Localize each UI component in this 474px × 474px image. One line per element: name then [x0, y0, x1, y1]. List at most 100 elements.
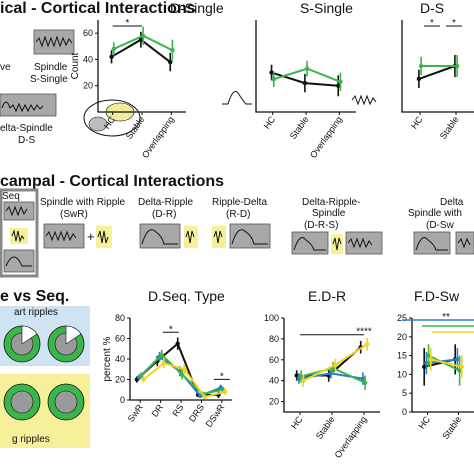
chart-6: F.D-Sw 0 5 10 15 20 25 HC Stable ** [397, 288, 474, 441]
spindle-label: Spindle [34, 62, 68, 73]
event-4-name: Delta-Ripple-Spindle [302, 197, 360, 219]
seq-label: Seq [2, 191, 20, 202]
event-4-spindle-trace [347, 237, 373, 249]
event-2-abbr: (D-R) [152, 209, 176, 220]
x-tick-label: HC [409, 114, 425, 131]
event-3-name: Ripple-Delta [212, 197, 267, 208]
data-point [428, 357, 433, 362]
y-tick-label: 0 [402, 407, 407, 417]
data-point [360, 376, 366, 381]
chart-6-title: F.D-Sw [414, 288, 460, 304]
series-line [430, 358, 463, 368]
y-tick-label: 20 [269, 397, 279, 407]
data-point [269, 70, 274, 75]
x-tick-label: HC [289, 414, 305, 431]
data-point [298, 374, 304, 379]
data-point [271, 76, 276, 82]
data-point [455, 357, 460, 362]
event-4-delta-trace [293, 237, 326, 251]
data-point [139, 373, 144, 378]
data-point [202, 394, 207, 400]
chart-3: D-S HC Stable * * [401, 0, 474, 141]
event-1-abbr: (SwR) [60, 209, 88, 220]
bottom-left-donuts: art ripples g ripples [0, 306, 90, 448]
data-point [333, 362, 338, 368]
x-tick-label: Overlapping [333, 414, 369, 459]
event-4-ripple-trace [332, 237, 342, 251]
y-tick-label: 15 [397, 351, 407, 361]
wave-label: ve [0, 62, 11, 73]
chart-3-axes [401, 20, 474, 113]
event-5-abbr: (D-Sw [426, 220, 455, 231]
spindle-trace [35, 35, 73, 48]
data-point [424, 360, 429, 366]
data-point [304, 66, 310, 71]
data-point [418, 63, 424, 69]
y-tick-label: 40 [269, 376, 279, 386]
significance-marker: * [220, 371, 224, 382]
data-point [426, 353, 431, 358]
x-tick-label: DR [150, 402, 166, 419]
x-tick-label: SwR [126, 402, 145, 424]
label-end-ripples: g ripples [12, 434, 50, 445]
chart-3-title: D-S [420, 0, 444, 16]
delta-spindle-trace [1, 101, 44, 113]
data-point [179, 372, 185, 377]
data-point [459, 364, 464, 370]
data-point [365, 341, 370, 347]
x-tick-label: DRS [187, 402, 206, 423]
event-1-name: Spindle with Ripple [40, 197, 125, 208]
delta-spindle-trace-box [0, 93, 57, 117]
chart-5-title: E.D-R [308, 288, 346, 304]
chart-2-axes [255, 20, 356, 113]
inset-spindle-trace [351, 94, 377, 106]
inset-delta-trace [222, 91, 252, 105]
sequence-schematics: Seq Spindle with Ripple (SwR) + Delta-Ri… [0, 188, 474, 278]
s-single-label: S-Single [30, 74, 68, 85]
x-tick-label: Stable [288, 114, 311, 141]
y-tick-label: 10 [397, 369, 407, 379]
donut-1-wedge [21, 325, 38, 345]
significance-marker: ** [442, 312, 450, 323]
event-5-spindle-trace [457, 237, 471, 249]
data-point [168, 59, 173, 65]
data-point [301, 378, 306, 383]
event-4-ripple-box [331, 234, 343, 254]
y-tick-label: 40 [83, 54, 93, 64]
section-title-bottom-left: e vs Seq. [0, 288, 69, 305]
x-tick-label: HC [262, 114, 278, 131]
data-point [170, 48, 175, 53]
data-point [336, 83, 341, 88]
chart-1-axes [97, 20, 186, 113]
y-tick-label: 20 [115, 375, 125, 385]
seq-spindle-trace [5, 205, 28, 217]
data-point [140, 33, 146, 38]
data-point [109, 54, 114, 59]
significance-marker: **** [356, 327, 372, 338]
x-tick-label: RS [170, 402, 185, 418]
donut-2-wedge [65, 325, 82, 345]
data-point [294, 373, 299, 378]
y-tick-label: 5 [402, 388, 407, 398]
section-title-mid: campal - Cortical Interactions [0, 173, 224, 190]
data-point [422, 364, 427, 370]
y-tick-label: 20 [397, 332, 407, 342]
significance-marker: * [452, 18, 456, 29]
chart-4: D.Seq. Type 0 20 40 60 80 percent % SwR DR RS DRSD… [102, 288, 232, 429]
series-line [418, 65, 456, 80]
event-3-ripple-trace [213, 230, 223, 244]
y-tick-label: 25 [397, 313, 407, 323]
data-point [338, 79, 343, 84]
chart-4-axes [129, 318, 232, 401]
significance-marker: * [125, 18, 129, 29]
data-point [175, 341, 180, 346]
event-1-spindle-trace [45, 230, 77, 242]
event-1-ripple-trace [97, 230, 109, 244]
x-tick-label: DSwR [204, 402, 227, 429]
data-point [302, 80, 308, 86]
seq-delta-trace [5, 256, 32, 267]
data-point [141, 377, 146, 382]
x-tick-label: Overlapping [308, 114, 344, 159]
